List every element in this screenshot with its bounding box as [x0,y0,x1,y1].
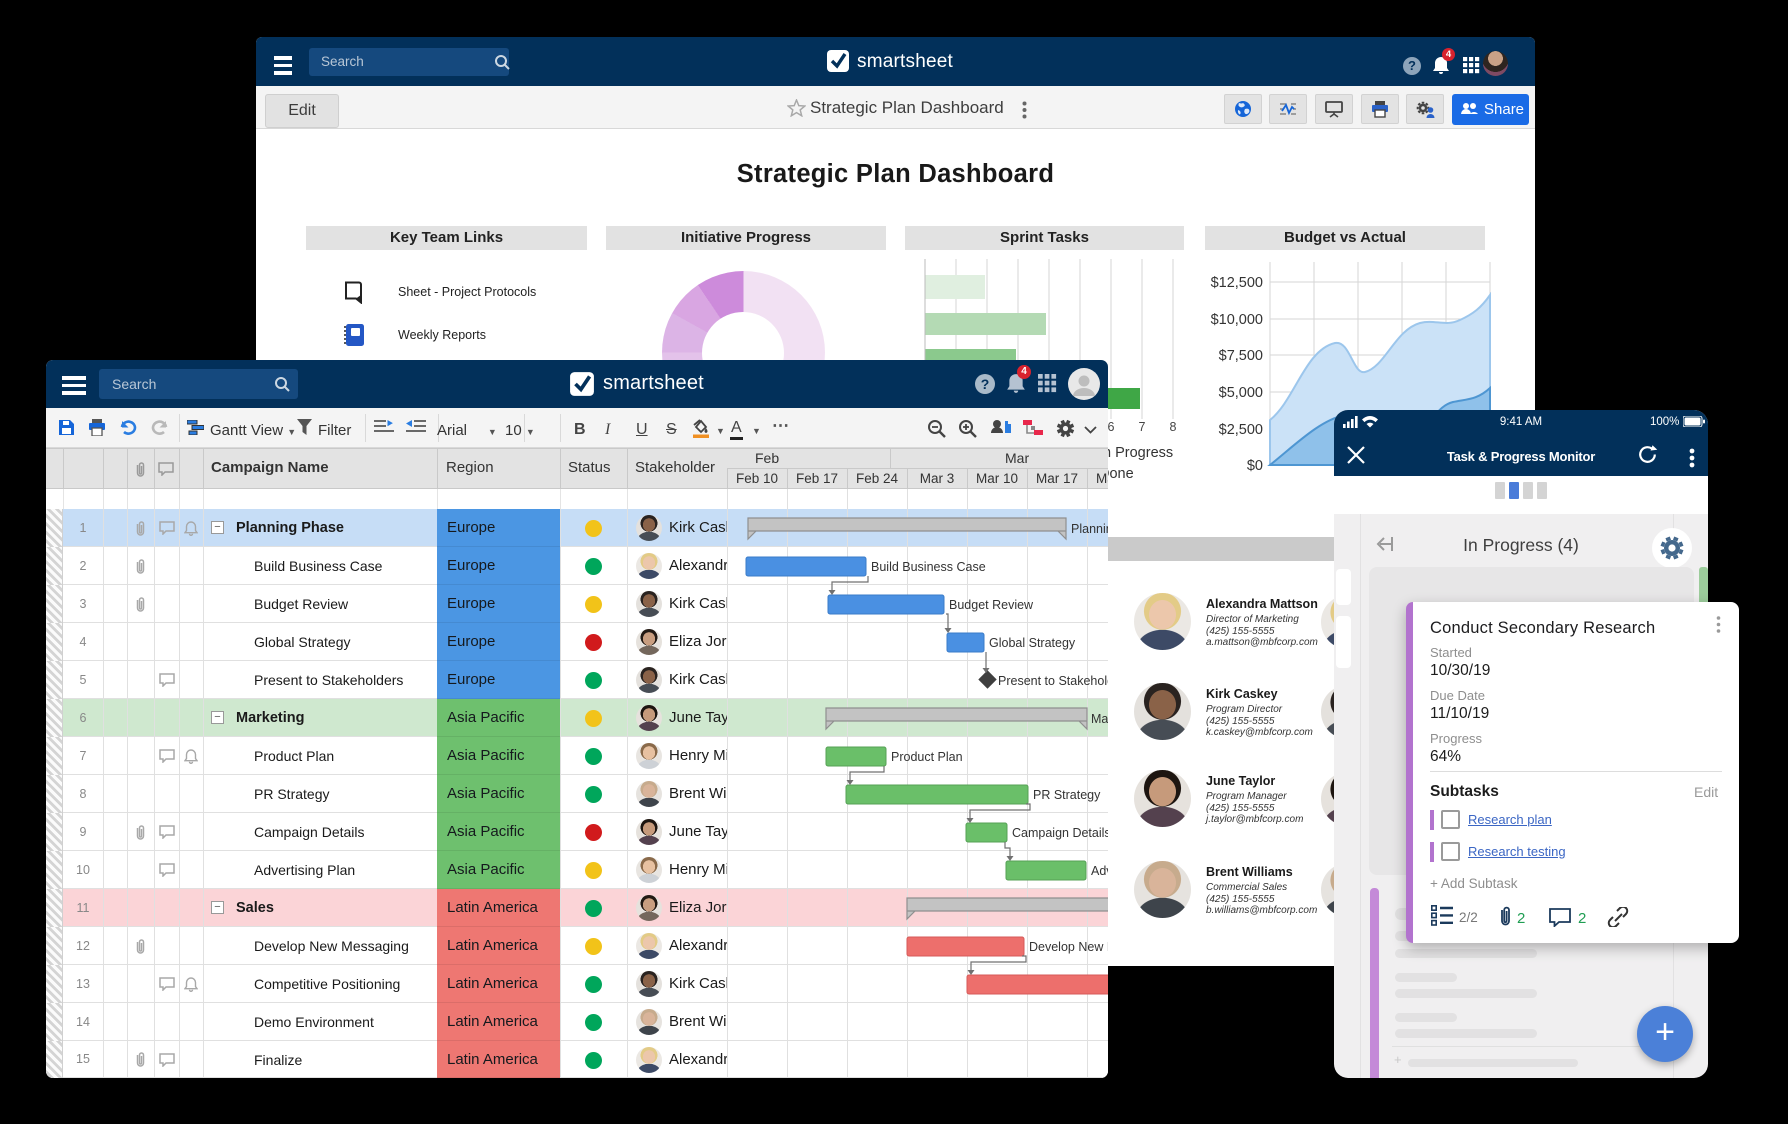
svg-text:Product Plan: Product Plan [891,750,963,764]
svg-text:8: 8 [1170,420,1177,434]
svg-text:Campaign Details: Campaign Details [1012,826,1108,840]
svg-text:$0: $0 [1247,458,1263,474]
svg-text:$10,000: $10,000 [1211,312,1263,328]
svg-text:$5,000: $5,000 [1219,385,1263,401]
svg-text:$2,500: $2,500 [1219,422,1263,438]
svg-text:7: 7 [1139,420,1146,434]
svg-text:Present to Stakeholders: Present to Stakeholders [998,674,1108,688]
svg-text:Build Business Case: Build Business Case [871,560,986,574]
svg-text:Planning Phase: Planning Phase [1071,522,1108,536]
svg-text:Budget Review: Budget Review [949,598,1034,612]
svg-text:6: 6 [1108,420,1115,434]
svg-text:Advertising Plan: Advertising Plan [1091,864,1108,878]
svg-text:PR Strategy: PR Strategy [1033,788,1101,802]
svg-text:In Progress: In Progress [1099,445,1173,461]
svg-text:Marketing: Marketing [1091,712,1108,726]
svg-text:$12,500: $12,500 [1211,275,1263,291]
svg-text:Develop New Messaging: Develop New Messaging [1029,940,1108,954]
svg-text:$7,500: $7,500 [1219,348,1263,364]
svg-text:Global Strategy: Global Strategy [989,636,1076,650]
